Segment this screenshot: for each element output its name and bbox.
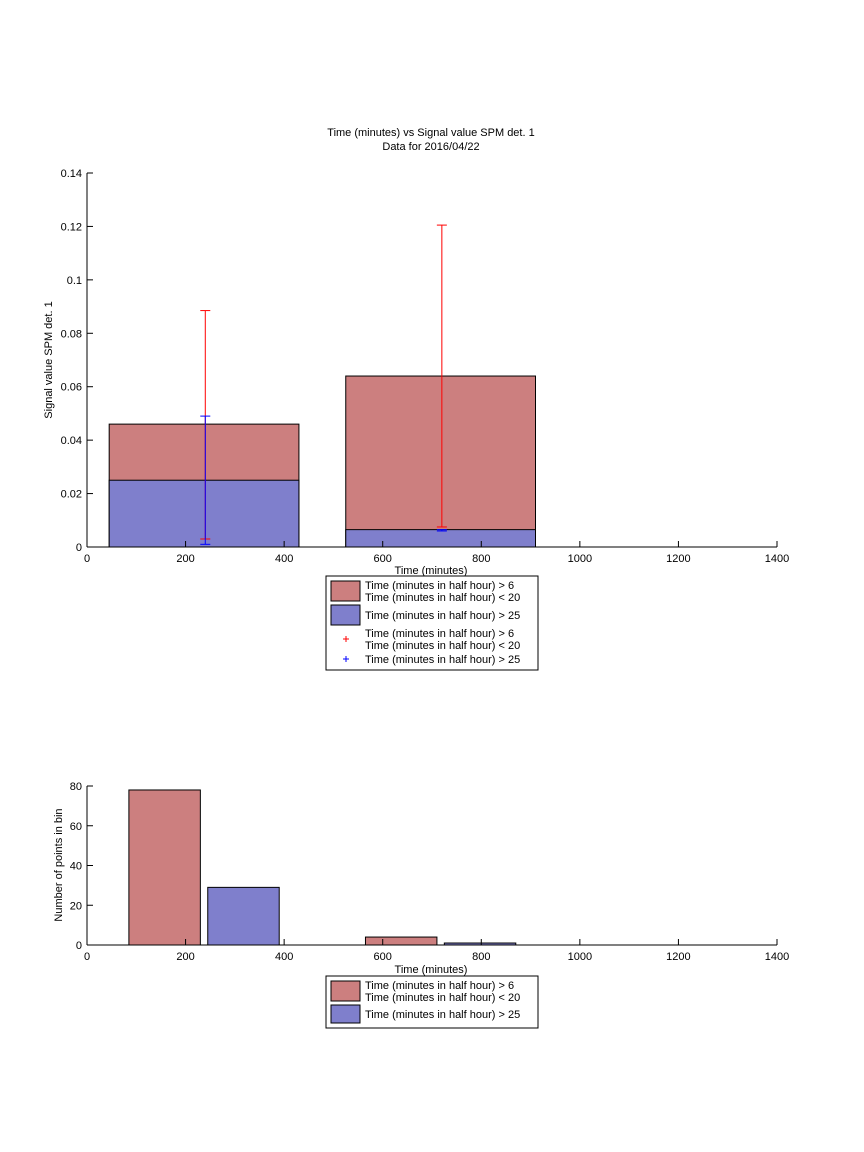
count-chart: 0 200 400 600 800 1000 1200 1400 0 20 40 60 80 Time … <box>53 781 789 1029</box>
legend-label: Time (minutes in half hour) > 25 <box>365 654 520 666</box>
y-tick-label: 0.08 <box>61 328 82 340</box>
x-tick-label: 1400 <box>765 951 789 963</box>
legend-label: Time (minutes in half hour) > 6 <box>365 580 514 592</box>
error-bar-1-2 <box>436 224 447 528</box>
bar-series2-1 <box>207 886 280 946</box>
y-tick-label: 0.14 <box>61 168 82 180</box>
legend-box <box>325 975 539 1029</box>
x-tick-label: 1000 <box>568 553 592 565</box>
x-tick-label: 800 <box>472 951 490 963</box>
bar-series2-1 <box>108 479 300 548</box>
x-tick-label: 1000 <box>568 951 592 963</box>
signal-chart: Time (minutes) vs Signal value SPM det. … <box>43 127 789 671</box>
chart-title: Time (minutes) vs Signal value SPM det. … <box>327 127 534 139</box>
error-bar-2-1 <box>200 415 211 545</box>
x-tick-label: 0 <box>84 553 90 565</box>
x-tick-label: 600 <box>374 951 392 963</box>
legend-swatch <box>330 980 361 1002</box>
x-tick-label: 0 <box>84 951 90 963</box>
bar-series1-2 <box>364 936 438 946</box>
x-tick-label: 1400 <box>765 553 789 565</box>
legend-label: Time (minutes in half hour) > 25 <box>365 610 520 622</box>
legend-entry-2: Time (minutes in half hour) > 25 <box>330 604 520 626</box>
legend-entry-4: Time (minutes in half hour) > 25 <box>343 654 520 666</box>
legend-swatch <box>330 580 361 602</box>
y-tick-label: 0.02 <box>61 489 82 501</box>
legend-label: Time (minutes in half hour) > 6 <box>365 628 514 640</box>
y-tick-label: 80 <box>70 781 82 793</box>
y-tick-label: 0.04 <box>61 435 82 447</box>
bar-series1-1 <box>128 789 201 946</box>
legend-swatch <box>330 1004 361 1024</box>
legend-label: Time (minutes in half hour) < 20 <box>365 640 520 652</box>
x-tick-label: 200 <box>176 553 194 565</box>
y-tick-label: 60 <box>70 821 82 833</box>
legend-swatch <box>330 604 361 626</box>
y-tick-label: 0.06 <box>61 382 82 394</box>
x-tick-label: 200 <box>176 951 194 963</box>
x-tick-label: 1200 <box>666 553 690 565</box>
bar-series1-2 <box>345 375 536 548</box>
chart-subtitle: Data for 2016/04/22 <box>382 141 479 153</box>
legend-label: Time (minutes in half hour) < 20 <box>365 992 520 1004</box>
legend-entry-2: Time (minutes in half hour) > 25 <box>330 1004 520 1024</box>
y-tick-label: 0.1 <box>67 275 82 287</box>
y-tick-label: 20 <box>70 900 82 912</box>
x-axis-label: Time (minutes) <box>395 964 468 976</box>
x-tick-label: 800 <box>472 553 490 565</box>
x-tick-label: 400 <box>275 553 293 565</box>
x-tick-label: 400 <box>275 951 293 963</box>
bar-series2-2 <box>345 529 536 548</box>
y-axis-label: Signal value SPM det. 1 <box>43 301 55 418</box>
y-tick-label: 0 <box>76 542 82 554</box>
y-tick-label: 0.12 <box>61 221 82 233</box>
legend-label: Time (minutes in half hour) < 20 <box>365 592 520 604</box>
x-axis-label: Time (minutes) <box>395 565 468 577</box>
y-axis-label: Number of points in bin <box>53 808 65 921</box>
y-tick-label: 0 <box>76 940 82 952</box>
error-bar-2-2 <box>436 529 447 532</box>
legend-label: Time (minutes in half hour) > 6 <box>365 980 514 992</box>
x-tick-label: 1200 <box>666 951 690 963</box>
legend-label: Time (minutes in half hour) > 25 <box>365 1009 520 1021</box>
legend-box <box>325 575 539 671</box>
y-tick-label: 40 <box>70 861 82 873</box>
x-tick-label: 600 <box>374 553 392 565</box>
